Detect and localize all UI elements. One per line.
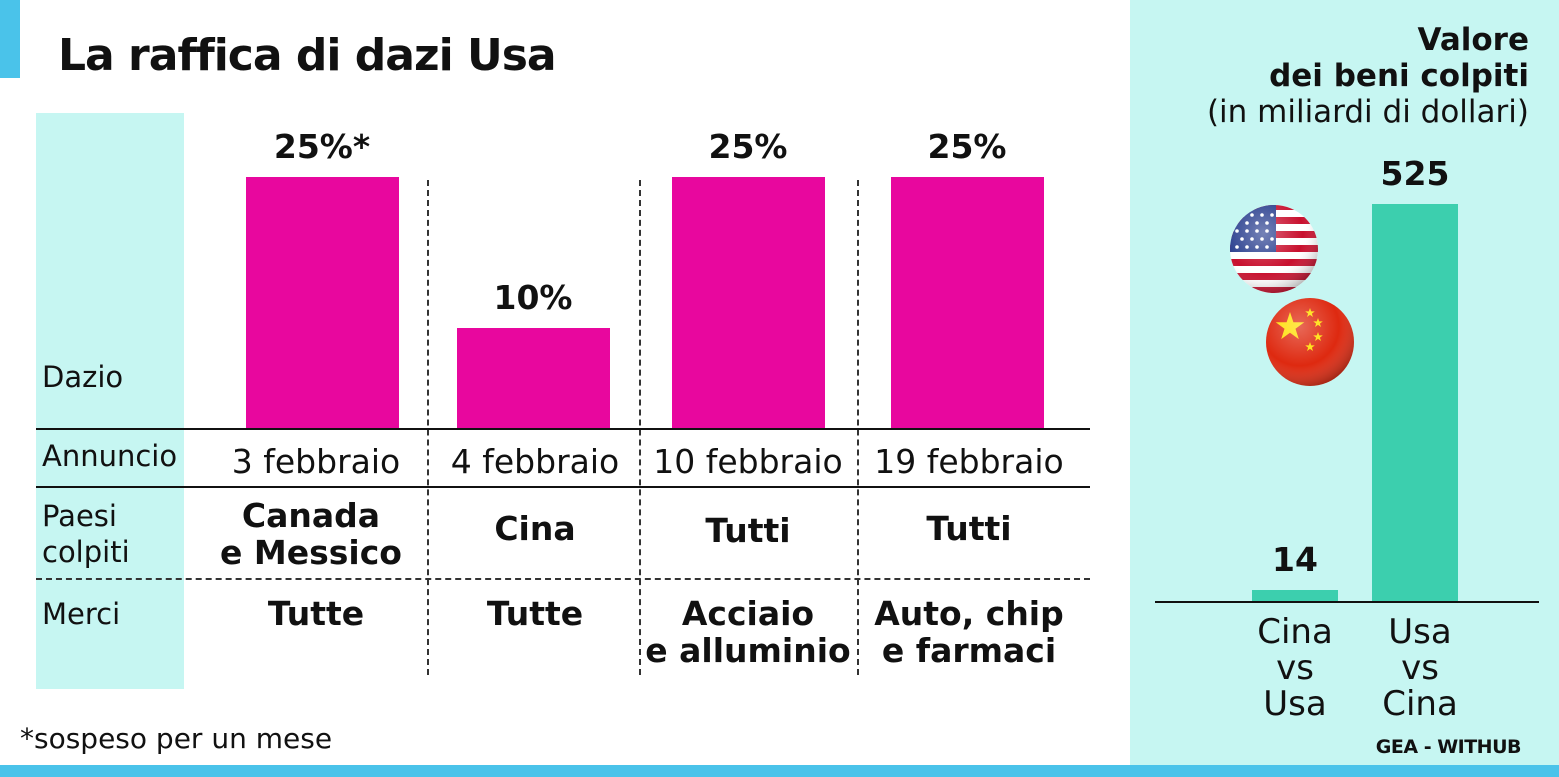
paesi-cell: Canada e Messico — [201, 497, 421, 571]
baseline-rule — [36, 428, 1090, 430]
column-divider — [857, 180, 859, 675]
date-label: 19 febbraio — [874, 442, 1064, 481]
side-category-label: Usa vs Cina — [1345, 614, 1495, 722]
merci-line: Tutte — [267, 594, 365, 633]
goods-value-panel — [1130, 0, 1559, 777]
date-label: 4 febbraio — [450, 442, 620, 481]
row-label-paesi-line1: Paesi — [42, 499, 117, 533]
merci-cell: Acciaio e alluminio — [638, 595, 858, 669]
side-category-line: vs — [1276, 648, 1314, 688]
paesi-cell: Cina — [425, 510, 645, 547]
goods-value-label: 14 — [1272, 540, 1318, 580]
row-rule — [36, 486, 1090, 488]
merci-line: e farmaci — [881, 631, 1057, 670]
paesi-line: Tutti — [926, 509, 1012, 548]
side-chart-title: Valore dei beni colpiti (in miliardi di … — [1207, 22, 1529, 130]
side-title-line: dei beni colpiti — [1269, 58, 1529, 94]
tariff-bar — [671, 177, 825, 428]
tariff-value-label: 25% — [708, 127, 788, 166]
goods-value-bar — [1372, 204, 1458, 601]
date-label: 3 febbraio — [231, 442, 401, 481]
title-accent-bar — [0, 0, 20, 78]
merci-line: e alluminio — [645, 631, 851, 670]
merci-line: Tutte — [486, 594, 584, 633]
date-label: 10 febbraio — [653, 442, 843, 481]
tariff-bar — [890, 177, 1044, 428]
tariff-bar — [456, 327, 610, 428]
tariff-value-label: 25%* — [273, 127, 371, 166]
side-category-line: Cina — [1257, 612, 1333, 652]
row-label-merci: Merci — [42, 597, 121, 631]
row-label-paesi-line2: colpiti — [42, 535, 130, 569]
side-category-line: Cina — [1382, 684, 1458, 724]
side-chart-baseline — [1155, 601, 1539, 603]
side-category-line: Usa — [1388, 612, 1452, 652]
paesi-line: e Messico — [220, 533, 402, 572]
merci-cell: Tutte — [206, 595, 426, 632]
tariff-bar — [245, 177, 399, 428]
paesi-line: Cina — [494, 509, 576, 548]
merci-cell: Tutte — [425, 595, 645, 632]
merci-cell: Auto, chip e farmaci — [859, 595, 1079, 669]
china-flag-icon — [1266, 298, 1354, 386]
source-credit: GEA - WITHUB — [1375, 736, 1522, 758]
paesi-line: Canada — [241, 496, 381, 535]
row-rule-dashed — [36, 578, 1090, 580]
row-label-paesi: Paesi colpiti — [42, 498, 130, 570]
goods-value-bar — [1252, 590, 1338, 601]
merci-line: Auto, chip — [874, 594, 1064, 633]
side-title-line: Valore — [1417, 22, 1529, 58]
side-category-label: Cina vs Usa — [1220, 614, 1370, 722]
merci-line: Acciaio — [681, 594, 815, 633]
tariff-value-label: 25% — [927, 127, 1007, 166]
side-category-line: Usa — [1263, 684, 1327, 724]
row-label-dazio: Dazio — [42, 360, 124, 394]
side-title-line: (in miliardi di dollari) — [1206, 94, 1529, 130]
row-label-column — [36, 113, 184, 689]
usa-flag-icon — [1230, 205, 1318, 293]
paesi-cell: Tutti — [859, 510, 1079, 547]
tariff-value-label: 10% — [493, 277, 573, 317]
goods-value-label: 525 — [1380, 154, 1450, 193]
paesi-line: Tutti — [705, 511, 791, 550]
column-divider — [427, 180, 429, 675]
column-divider — [639, 180, 641, 675]
bottom-accent-strip — [0, 765, 1559, 777]
side-category-line: vs — [1401, 648, 1439, 688]
row-label-annuncio: Annuncio — [42, 439, 178, 473]
paesi-cell: Tutti — [638, 512, 858, 549]
chart-title: La raffica di dazi Usa — [58, 30, 557, 81]
footnote: *sospeso per un mese — [20, 722, 333, 755]
